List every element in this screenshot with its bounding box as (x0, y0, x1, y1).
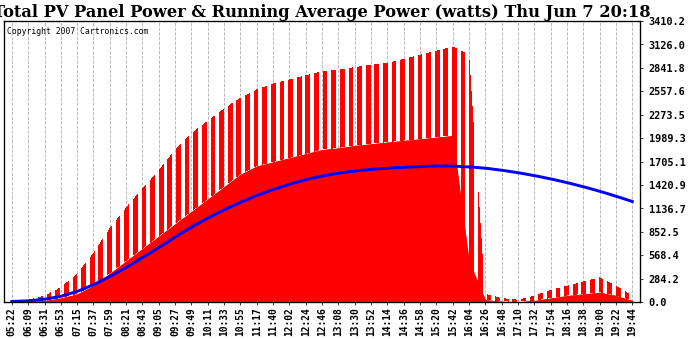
Title: Total PV Panel Power & Running Average Power (watts) Thu Jun 7 20:18: Total PV Panel Power & Running Average P… (0, 4, 651, 21)
Text: Copyright 2007 Cartronics.com: Copyright 2007 Cartronics.com (7, 27, 148, 36)
